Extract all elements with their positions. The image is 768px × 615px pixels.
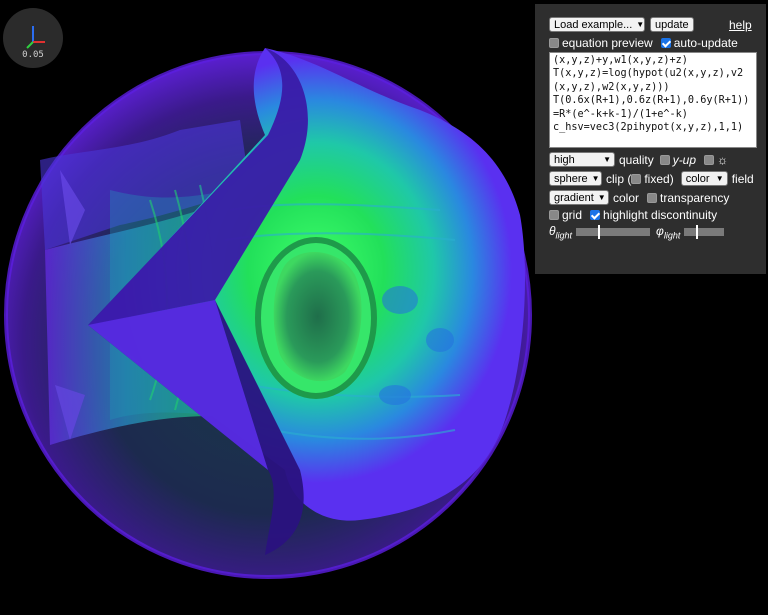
highlight-discontinuity-label: highlight discontinuity [603,208,718,222]
phi-light-slider[interactable] [684,225,725,240]
light-toggle-checkbox[interactable] [704,154,715,165]
auto-update-checkbox[interactable] [660,38,671,48]
control-panel: Load example... ▼ update help equation p… [535,4,766,274]
phi-light-thumb[interactable] [695,225,698,240]
color-label: color [613,190,640,205]
chevron-down-icon: ▼ [597,193,606,202]
load-example-label: Load example... [554,18,633,31]
theta-light-slider[interactable] [576,225,651,240]
clip-label: clip ( [606,171,632,186]
field-label: field [731,171,754,186]
fixed-checkbox[interactable] [631,173,642,184]
theta-light-thumb[interactable] [597,225,600,240]
equation-editor[interactable]: (x,y,z)+y,w1(x,y,z)+z) T(x,y,z)=log(hypo… [549,52,757,148]
axes-icon [26,26,45,49]
quality-label: quality [619,152,654,167]
help-link[interactable]: help [729,17,752,32]
field-select[interactable]: color ▼ [680,171,728,186]
quality-value: high [554,153,575,166]
axes-widget[interactable]: 0.05 [3,8,63,68]
discontinuity-wedge [88,48,308,325]
y-up-label: y-up [672,152,697,167]
auto-update-label: auto-update [673,36,738,50]
grid-label: grid [562,208,583,222]
highlight-discontinuity-checkbox[interactable] [590,210,601,220]
fixed-label: fixed) [644,171,674,186]
chevron-down-icon: ▼ [591,174,600,183]
clip-select[interactable]: sphere ▼ [549,171,602,186]
chevron-down-icon: ▼ [603,155,611,164]
clip-value: sphere [554,172,588,185]
phi-light-label: φlight [656,224,681,241]
grid-checkbox[interactable] [549,210,559,220]
quality-select[interactable]: high ▼ [549,152,615,167]
sun-icon: ☼ [717,152,729,167]
theta-light-label: θlight [549,224,573,241]
chevron-down-icon: ▼ [636,20,645,29]
update-button[interactable]: update [650,17,694,32]
load-example-select[interactable]: Load example... ▼ [549,17,645,32]
transparency-label: transparency [660,190,730,205]
color-value: gradient [554,191,594,204]
surface-bumps [379,286,454,405]
equation-preview-label: equation preview [562,36,653,50]
equation-preview-checkbox[interactable] [549,38,559,48]
field-value: color [685,172,710,185]
color-select[interactable]: gradient ▼ [549,190,609,205]
transparency-checkbox[interactable] [647,192,658,203]
y-up-checkbox[interactable] [659,154,670,165]
inner-hole [273,252,362,382]
axes-scale-label: 0.05 [22,50,44,60]
chevron-down-icon: ▼ [715,174,724,183]
